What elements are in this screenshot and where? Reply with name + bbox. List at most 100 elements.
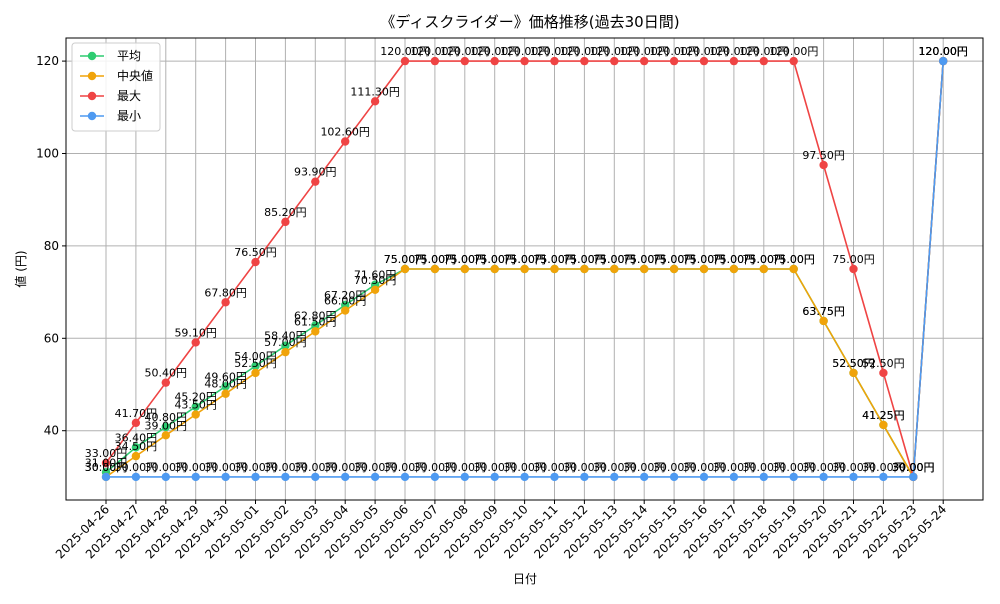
data-label: 30.00円	[294, 461, 337, 474]
data-point	[281, 347, 290, 357]
data-point	[669, 472, 679, 482]
data-label: 50.40円	[145, 367, 188, 380]
data-point	[281, 217, 290, 227]
data-point	[311, 472, 320, 482]
data-label: 30.00円	[743, 461, 786, 474]
y-tick-label: 40	[44, 424, 59, 438]
data-label: 30.00円	[832, 461, 875, 474]
data-point	[161, 472, 170, 482]
data-label: 30.00円	[713, 461, 756, 474]
data-label: 85.20円	[264, 206, 307, 219]
data-point	[370, 472, 380, 482]
data-point	[490, 472, 499, 482]
data-label: 30.00円	[593, 461, 636, 474]
legend-box	[71, 42, 161, 132]
data-label: 30.00円	[85, 461, 128, 474]
data-point	[341, 306, 350, 315]
data-label: 41.70円	[115, 407, 158, 420]
data-label: 52.50円	[832, 357, 875, 370]
data-label: 120.00円	[709, 45, 759, 58]
data-label: 33.00円	[85, 447, 128, 460]
data-point	[550, 472, 559, 482]
data-point	[311, 327, 320, 336]
data-point	[520, 472, 529, 482]
data-label: 75.00円	[713, 253, 756, 266]
data-label: 75.00円	[414, 253, 457, 266]
data-point	[550, 264, 559, 274]
data-point	[849, 368, 858, 378]
data-label: 75.00円	[503, 253, 546, 266]
data-point	[131, 418, 141, 428]
data-label: 120.00円	[679, 45, 729, 58]
data-point	[221, 298, 230, 307]
data-label: 120.00円	[739, 45, 789, 58]
data-point	[640, 264, 649, 274]
data-label: 120.00円	[619, 45, 669, 58]
data-point	[699, 472, 709, 482]
data-point	[520, 56, 529, 66]
data-label: 39.00円	[145, 419, 188, 432]
data-label: 75.00円	[533, 253, 576, 266]
data-point	[400, 472, 410, 482]
data-label: 120.00円	[380, 45, 430, 58]
data-label: 75.00円	[444, 253, 487, 266]
data-point	[879, 420, 888, 430]
data-labels: 31.00円 36.40円 40.80円 45.20円 49.60円 54.00円 58.4…	[85, 45, 968, 474]
data-label: 30.00円	[384, 461, 427, 474]
data-point	[161, 431, 170, 440]
data-label: 120.00円	[530, 45, 580, 58]
data-label: 75.00円	[623, 253, 666, 266]
data-point	[849, 264, 858, 274]
data-label: 111.30円	[350, 85, 400, 98]
data-label: 75.00円	[832, 253, 875, 266]
data-point	[281, 472, 290, 482]
data-label: 58.40円	[264, 330, 307, 343]
data-point	[699, 264, 709, 274]
data-label: 59.10円	[174, 326, 217, 339]
data-label: 75.00円	[653, 253, 696, 266]
data-point	[789, 264, 798, 274]
data-label: 70.50円	[354, 274, 397, 287]
data-label: 75.00円	[623, 253, 666, 266]
data-label: 120.00円	[918, 45, 968, 58]
data-label: 54.00円	[234, 350, 277, 363]
data-point	[879, 472, 888, 482]
data-label: 75.00円	[772, 253, 815, 266]
data-point	[251, 361, 260, 371]
data-label: 93.90円	[294, 166, 337, 179]
data-point	[759, 472, 768, 482]
data-label: 120.00円	[590, 45, 640, 58]
data-label: 57.00円	[264, 336, 307, 349]
data-label: 67.20円	[324, 289, 367, 302]
data-point	[640, 472, 649, 482]
data-label: 30.00円	[115, 461, 158, 474]
data-label: 30.00円	[892, 461, 935, 474]
legend-label: 最小	[117, 109, 141, 123]
y-tick-label: 120	[36, 54, 59, 68]
data-point	[191, 472, 200, 482]
data-point	[370, 97, 380, 106]
data-label: 75.00円	[563, 253, 606, 266]
data-label: 30.00円	[264, 461, 307, 474]
data-label: 30.00円	[354, 461, 397, 474]
data-label: 30.00円	[444, 461, 487, 474]
data-label: 30.00円	[802, 461, 845, 474]
data-label: 71.60円	[354, 269, 397, 282]
data-point	[909, 472, 918, 482]
data-point	[341, 472, 350, 482]
data-point	[490, 56, 499, 66]
data-point	[311, 177, 320, 186]
data-point	[580, 56, 589, 66]
data-point	[341, 137, 350, 146]
data-label: 120.00円	[410, 45, 460, 58]
data-label: 30.00円	[473, 461, 516, 474]
data-label: 52.50円	[862, 357, 905, 370]
legend-marker	[87, 111, 97, 121]
data-label: 30.00円	[234, 461, 277, 474]
data-label: 102.60円	[320, 125, 370, 138]
data-point	[789, 472, 798, 482]
data-point	[879, 368, 888, 378]
data-point	[221, 389, 230, 398]
